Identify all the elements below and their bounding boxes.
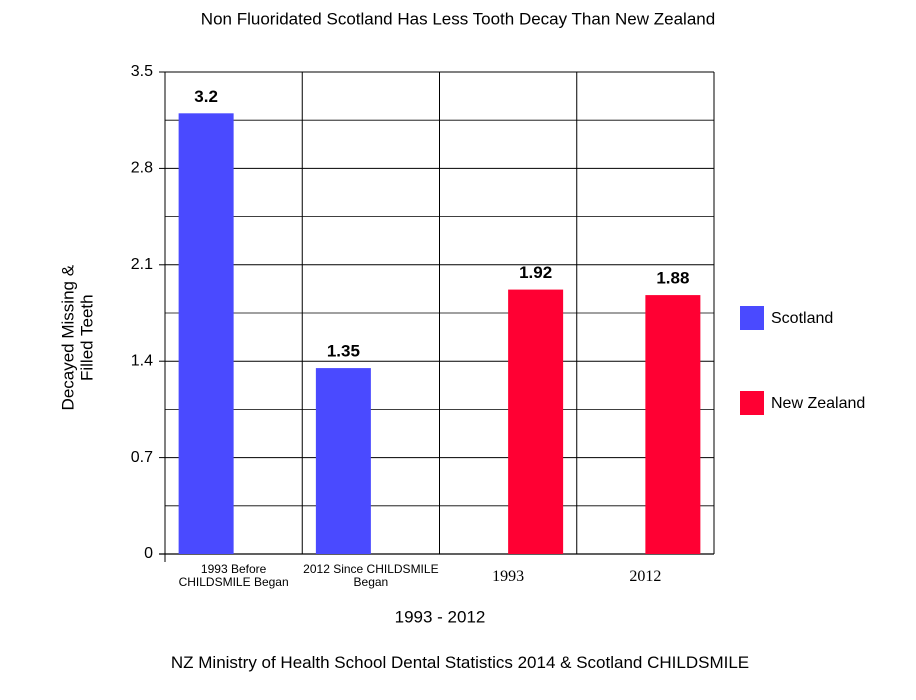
y-tick-label: 2.8 [131,160,153,177]
x-tick-label: 2012 Since CHILDSMILE Began [303,562,439,590]
chart-title: Non Fluoridated Scotland Has Less Tooth … [201,9,715,28]
bar [315,368,371,554]
bar [508,289,564,554]
footnote: NZ Ministry of Health School Dental Stat… [170,653,750,672]
y-tick-label: 0 [144,545,153,562]
legend-label: Scotland [771,310,833,327]
bar [178,113,234,555]
y-axis-title: Decayed Missing & Filled Teeth [58,264,96,411]
x-tick-label: 1993 [492,568,525,585]
legend-swatch [740,391,764,415]
y-tick-label: 0.7 [131,449,153,466]
x-tick-label: 1993 Before CHILDSMILE Began [178,562,289,590]
y-tick-label: 2.1 [131,256,153,273]
bar [645,295,701,554]
x-axis-title: 1993 - 2012 [395,607,486,626]
legend-label: New Zealand [771,395,865,412]
data-label: 1.35 [327,342,360,361]
data-label: 3.2 [194,87,218,106]
y-tick-label: 1.4 [131,352,153,369]
data-label: 1.88 [656,269,689,288]
data-label: 1.92 [519,263,552,282]
x-tick-label: 2012 [629,568,662,585]
y-tick-label: 3.5 [131,63,153,80]
legend-swatch [740,306,764,330]
